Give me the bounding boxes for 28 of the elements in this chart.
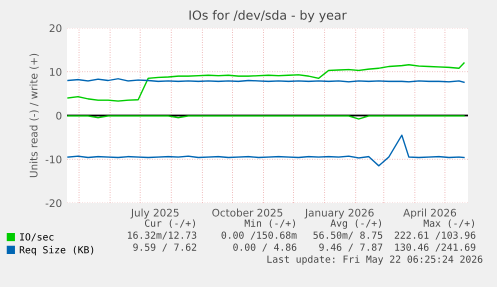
text: Min (-/+) [244,219,295,228]
y-axis-title: Units read (-) / write (+) [29,54,39,178]
line-series [67,134,465,167]
text: 222.61 /103.96 [394,231,476,240]
text: Last update: Fri May 22 06:25:24 2026 [267,255,482,265]
text: 0.00 / 4.86 [233,243,296,252]
text: Avg (-/+) [330,219,381,229]
y-tick-label: 0 [56,112,62,120]
chart-title: IOs for /dev/sda - by year [190,10,347,22]
text: 56.50m/ 8.75 [313,231,382,240]
text: 9.59 / 7.62 [133,243,196,252]
text: 9.46 / 7.87 [319,243,382,252]
text: Max (-/+) [424,219,474,228]
legend-label: Req Size (KB) [20,246,94,256]
y-tick-label: 10 [50,68,62,76]
y-tick-label: 20 [50,24,62,32]
text: 0.00 /150.68m [222,231,297,240]
x-tick-label: April 2026 [403,208,456,219]
line-series [67,62,465,102]
y-tick-label: -20 [46,199,62,208]
y-tick-label: -10 [46,155,62,164]
text: 16.32m/12.73 [128,231,196,240]
x-tick-label: October 2025 [212,208,282,217]
x-tick-label: July 2025 [130,208,179,219]
text: Cur (-/+) [144,219,195,228]
text: 130.46 /241.69 [395,243,476,252]
x-tick-label: January 2026 [304,208,374,219]
legend-label: IO/sec [20,233,54,242]
